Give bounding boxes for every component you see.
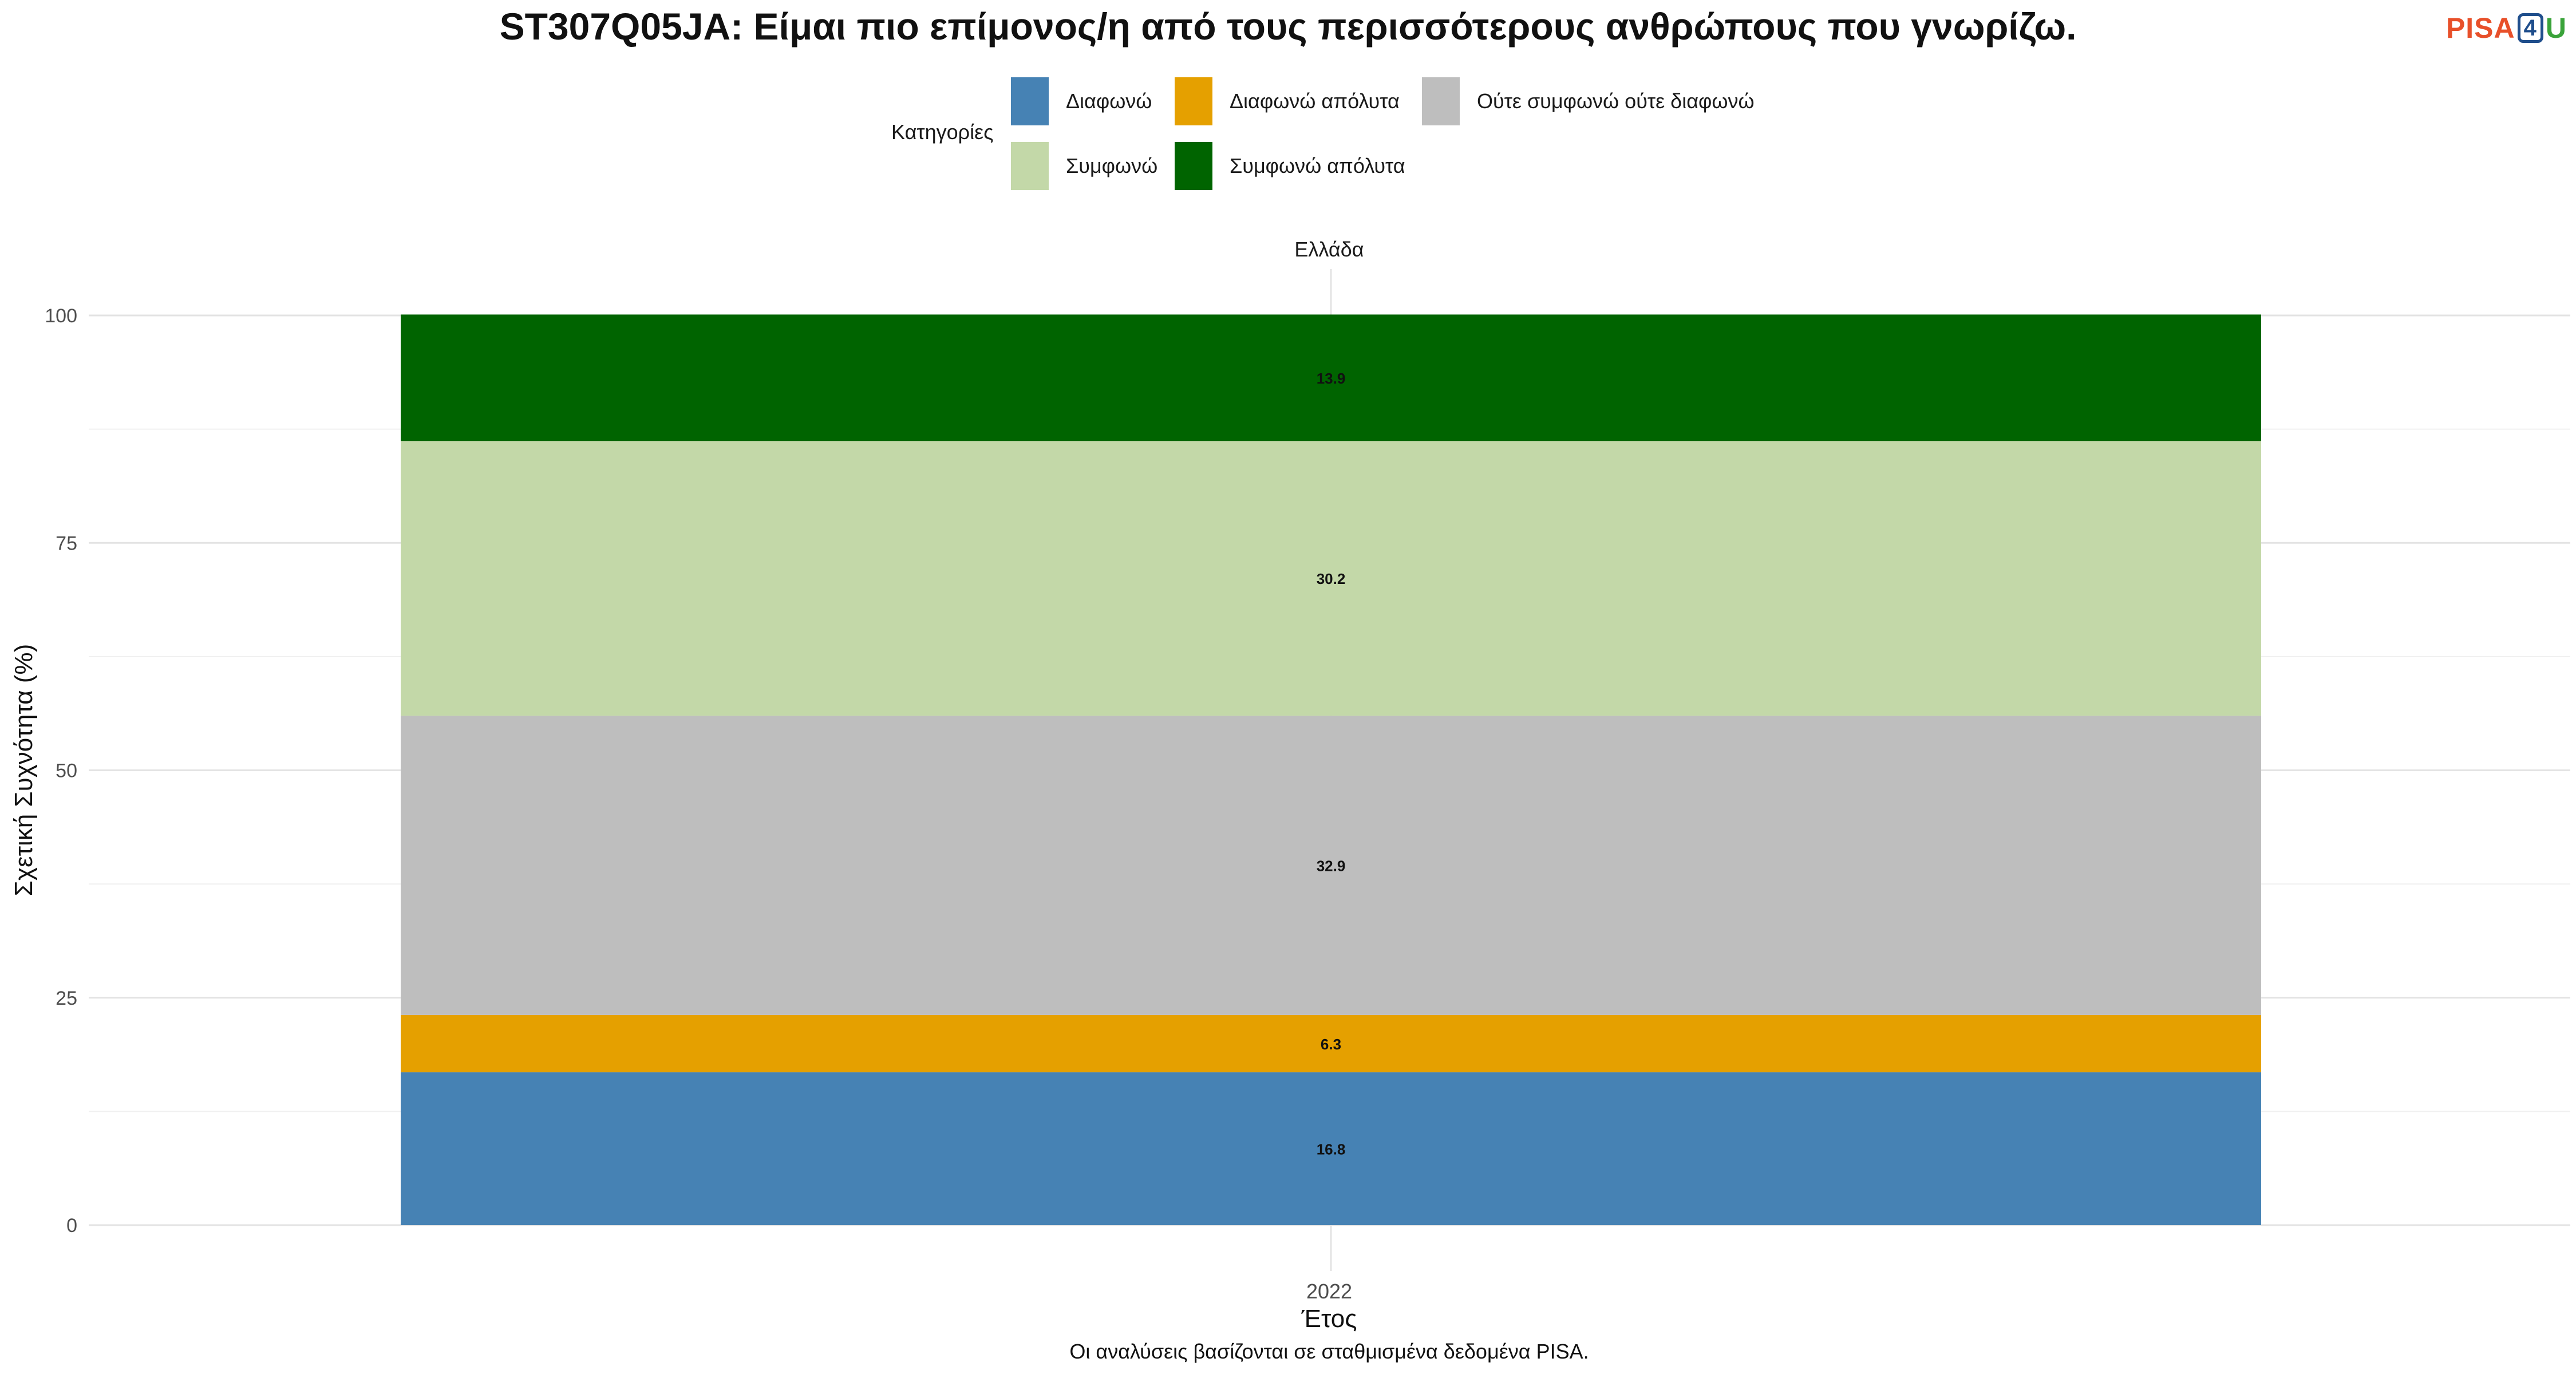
bar-segment-series-1 (401, 1014, 2261, 1073)
y-tick-label: 0 (66, 1215, 77, 1237)
pisa4u-logo: PISA 4 U (2446, 11, 2567, 45)
chart-title: ST307Q05JA: Είμαι πιο επίμονος/η από του… (499, 5, 2077, 48)
data-label-series-3: 30.2 (1317, 570, 1346, 587)
bar-segment-series-3 (401, 441, 2261, 716)
data-label-series-1: 6.3 (1321, 1036, 1341, 1053)
legend-item-series-0: Διαφωνώ (1011, 77, 1152, 125)
legend-label-series-0: Διαφωνώ (1066, 89, 1152, 113)
legend-item-series-3: Συμφωνώ (1011, 142, 1157, 190)
legend-label-series-3: Συμφωνώ (1066, 154, 1158, 177)
legend-label-series-2: Ούτε συμφωνώ ούτε διαφωνώ (1477, 89, 1755, 113)
facet-label: Ελλάδα (1294, 238, 1364, 261)
legend-item-series-4: Συμφωνώ απόλυτα (1175, 142, 1405, 190)
y-axis-title: Σχετική Συχνότητα (%) (10, 644, 38, 897)
legend-swatch-series-0 (1011, 77, 1049, 125)
bar-layer (401, 314, 2261, 1225)
logo-pisa-text: PISA (2445, 12, 2515, 44)
legend-swatch-series-4 (1175, 142, 1212, 190)
legend-item-series-1: Διαφωνώ απόλυτα (1175, 77, 1400, 125)
logo-four-badge: 4 (2517, 13, 2543, 43)
bar-segment-series-2 (401, 716, 2261, 1015)
data-label-series-0: 16.8 (1317, 1141, 1346, 1158)
logo-u-text: U (2545, 12, 2567, 44)
x-tick-label: 2022 (1306, 1280, 1352, 1303)
legend-swatch-series-2 (1422, 77, 1460, 125)
y-tick-label: 25 (56, 988, 77, 1009)
data-label-series-4: 13.9 (1317, 370, 1346, 387)
y-tick-label: 75 (56, 532, 77, 554)
legend-label-series-1: Διαφωνώ απόλυτα (1230, 89, 1400, 113)
legend-label-series-4: Συμφωνώ απόλυτα (1230, 154, 1405, 177)
label-layer: 16.8 6.3 32.9 30.2 13.9 (1317, 370, 1346, 1158)
x-axis-title: Έτος (1301, 1305, 1357, 1333)
legend-swatch-series-1 (1175, 77, 1212, 125)
chart-caption: Οι αναλύσεις βασίζονται σε σταθμισμένα δ… (1069, 1340, 1589, 1363)
legend-swatch-series-3 (1011, 142, 1049, 190)
y-tick-label: 50 (56, 760, 77, 782)
legend-title: Κατηγορίες (891, 120, 994, 144)
bar-segment-series-4 (401, 314, 2261, 441)
bar-segment-series-0 (401, 1072, 2261, 1225)
legend-item-series-2: Ούτε συμφωνώ ούτε διαφωνώ (1422, 77, 1755, 125)
y-tick-label: 100 (45, 305, 77, 327)
data-label-series-2: 32.9 (1317, 858, 1346, 875)
